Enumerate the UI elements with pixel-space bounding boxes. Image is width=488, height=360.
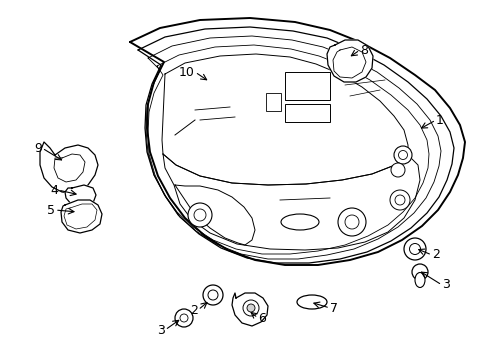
Polygon shape bbox=[65, 185, 96, 207]
Circle shape bbox=[243, 300, 259, 316]
Bar bbox=[285, 72, 329, 100]
Polygon shape bbox=[326, 40, 372, 82]
Text: 8: 8 bbox=[359, 44, 367, 57]
Bar bbox=[265, 93, 281, 111]
Circle shape bbox=[403, 238, 425, 260]
Circle shape bbox=[337, 208, 365, 236]
Text: 2: 2 bbox=[190, 303, 198, 316]
Text: 6: 6 bbox=[258, 311, 265, 324]
Text: 2: 2 bbox=[431, 248, 439, 261]
Polygon shape bbox=[61, 200, 102, 233]
Text: 7: 7 bbox=[329, 302, 337, 315]
Circle shape bbox=[411, 264, 427, 280]
Ellipse shape bbox=[281, 214, 318, 230]
Text: 3: 3 bbox=[441, 279, 449, 292]
Ellipse shape bbox=[414, 273, 424, 288]
Circle shape bbox=[180, 314, 187, 322]
Circle shape bbox=[398, 150, 407, 159]
Circle shape bbox=[203, 285, 223, 305]
Bar bbox=[285, 104, 329, 122]
Circle shape bbox=[394, 195, 404, 205]
Circle shape bbox=[207, 290, 218, 300]
Polygon shape bbox=[231, 293, 267, 326]
Text: 3: 3 bbox=[157, 324, 164, 337]
Circle shape bbox=[187, 203, 212, 227]
Text: 4: 4 bbox=[50, 184, 58, 197]
Circle shape bbox=[194, 209, 205, 221]
Polygon shape bbox=[40, 142, 98, 193]
Circle shape bbox=[246, 304, 254, 312]
Circle shape bbox=[408, 243, 420, 255]
Text: 9: 9 bbox=[34, 141, 42, 154]
Circle shape bbox=[175, 309, 193, 327]
Text: 5: 5 bbox=[47, 203, 55, 216]
Text: 1: 1 bbox=[435, 113, 443, 126]
Circle shape bbox=[390, 163, 404, 177]
Text: 10: 10 bbox=[179, 66, 195, 78]
Ellipse shape bbox=[296, 295, 326, 309]
Circle shape bbox=[345, 215, 358, 229]
Circle shape bbox=[393, 146, 411, 164]
Circle shape bbox=[389, 190, 409, 210]
